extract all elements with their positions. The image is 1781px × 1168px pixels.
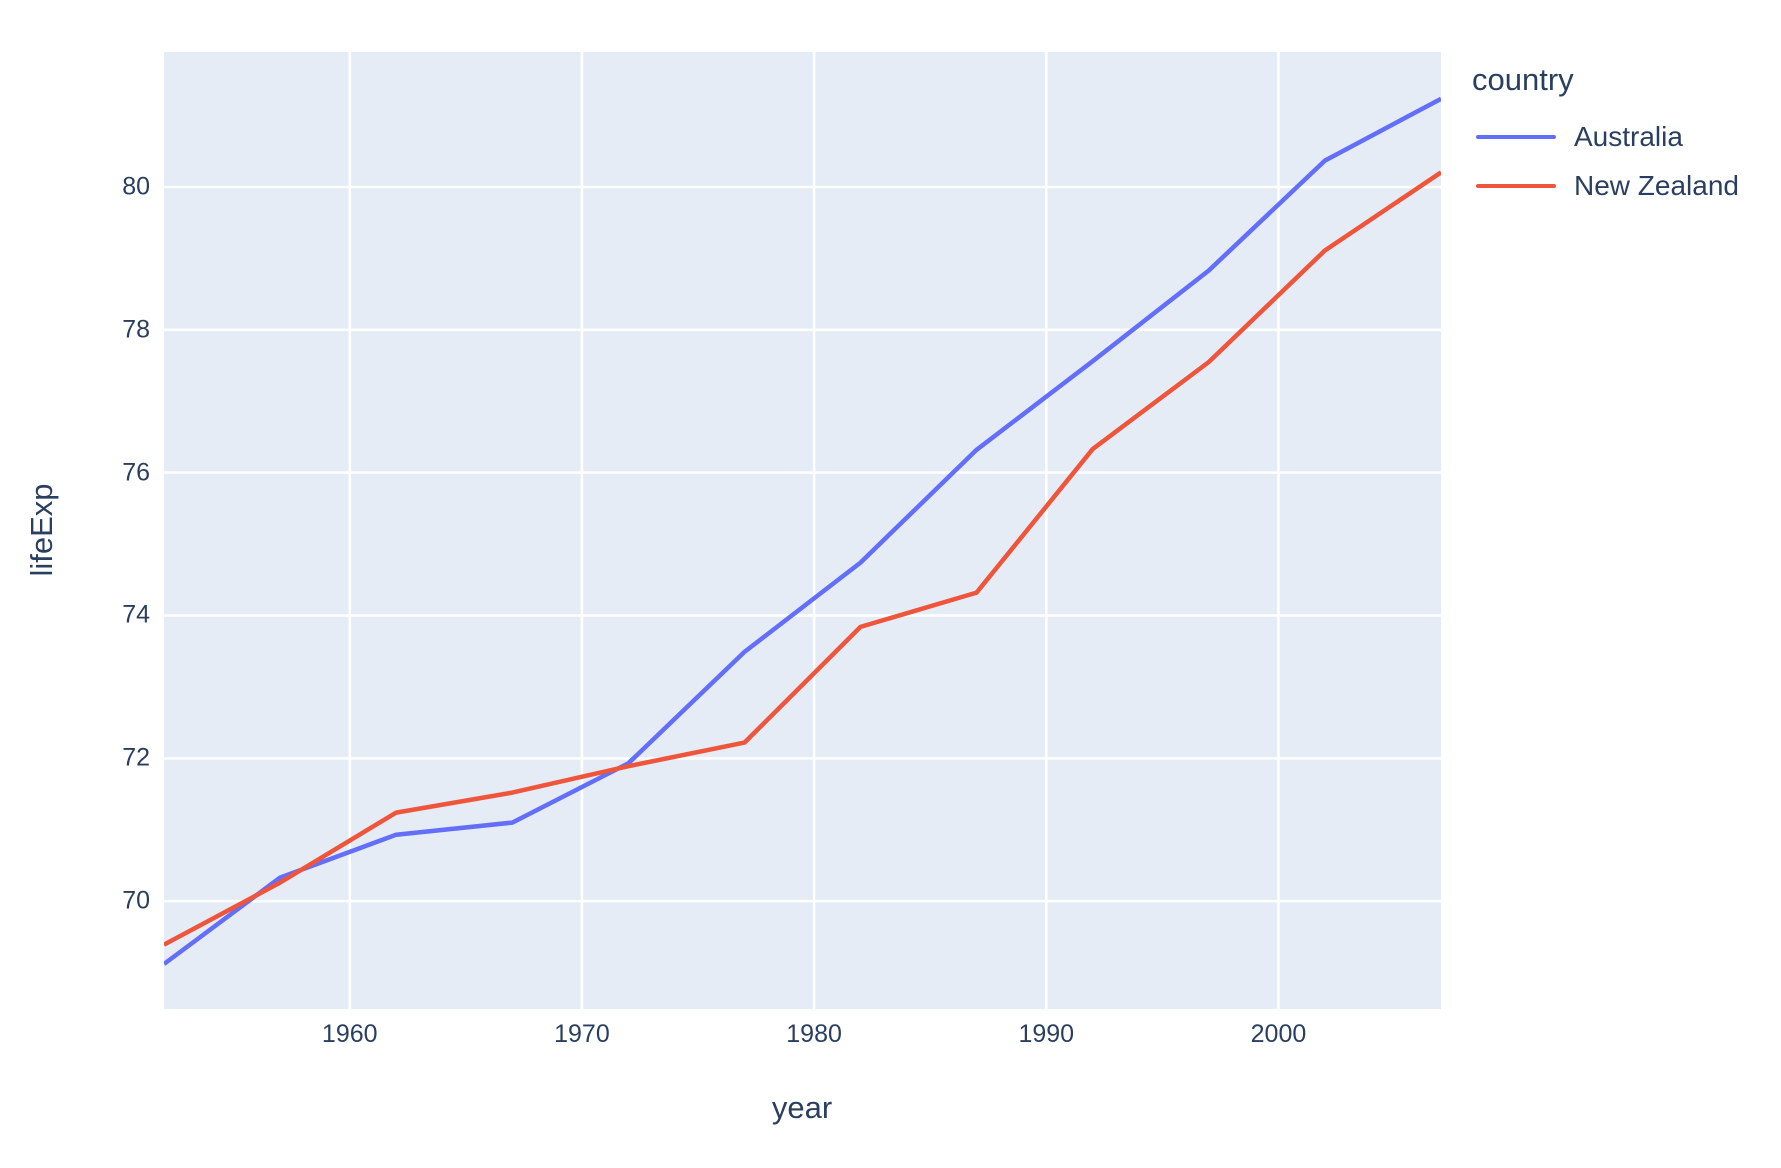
plot-svg[interactable] [164, 52, 1441, 1009]
legend-line-swatch [1476, 183, 1556, 188]
plot-background [164, 52, 1441, 1009]
y-tick-label: 72 [122, 743, 150, 772]
x-tick-label: 2000 [1250, 1020, 1307, 1048]
x-tick-label: 1970 [554, 1020, 610, 1048]
legend-item-label: New Zealand [1574, 169, 1739, 201]
x-tick-label: 1980 [786, 1020, 842, 1048]
x-tick-label: 1990 [1018, 1020, 1075, 1048]
legend-line-swatch [1476, 134, 1556, 139]
legend-items: Australia New Zealand [1470, 112, 1739, 210]
x-axis-title: year [771, 1090, 833, 1125]
x-tick-label: 1960 [321, 1020, 378, 1048]
y-tick-label: 76 [122, 458, 150, 487]
series-line-australia[interactable] [164, 96, 1441, 966]
legend-item-label: Australia [1574, 120, 1683, 152]
legend-title: country [1472, 62, 1574, 97]
y-axis-title: lifeExp [24, 483, 59, 577]
legend-item-australia[interactable]: Australia [1470, 112, 1739, 161]
y-tick-label: 74 [122, 600, 150, 629]
y-tick-label: 70 [122, 886, 150, 915]
series-line-new-zealand[interactable] [164, 170, 1441, 947]
y-tick-label: 80 [122, 172, 150, 201]
plot-area[interactable] [164, 52, 1441, 1009]
legend-item-new-zealand[interactable]: New Zealand [1470, 161, 1739, 210]
y-tick-label: 78 [122, 315, 150, 344]
legend: country Australia New Zealand [1470, 62, 1739, 210]
